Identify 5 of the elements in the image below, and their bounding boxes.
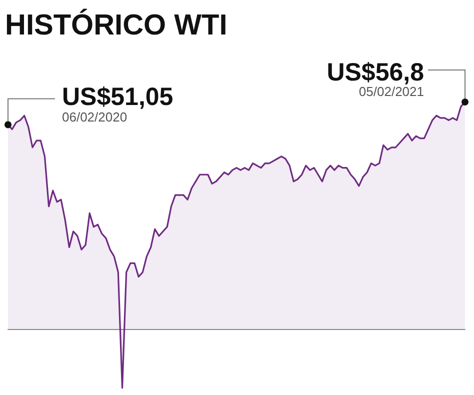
text: 05/02/2021 xyxy=(358,84,424,99)
text: US$56,8 xyxy=(326,58,424,86)
chart-title: HISTÓRICO WTI xyxy=(5,8,228,42)
annotation: US$51,05 xyxy=(62,83,174,112)
annotation: 06/02/2020 xyxy=(62,110,128,125)
